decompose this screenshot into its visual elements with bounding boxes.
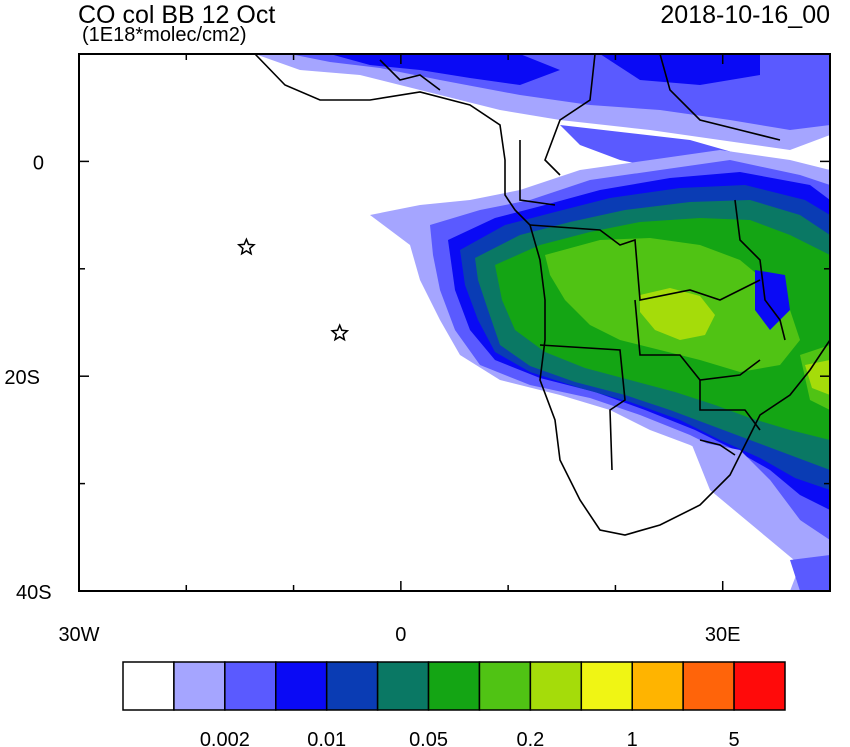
x-tick-label: 30E — [705, 624, 741, 646]
colorbar-swatch — [427, 661, 481, 711]
border-line-9 — [699, 439, 736, 456]
colorbar-label: 0.01 — [307, 729, 346, 747]
colorbar-label: 0.05 — [409, 729, 448, 747]
co-plume-yellowgreen — [640, 288, 715, 340]
co-tail-light — [690, 440, 830, 591]
colorbar-swatch — [224, 661, 277, 711]
co-column-field — [254, 54, 830, 591]
colorbar-label: 0.2 — [516, 729, 544, 747]
co-band-north-blue — [330, 54, 560, 85]
co-tail-mid — [790, 555, 830, 591]
colorbar-swatch — [325, 661, 379, 711]
colorbar-swatch — [580, 661, 633, 711]
station-markers — [236, 237, 350, 342]
station-star-icon — [236, 237, 256, 256]
africa-west-coast — [254, 54, 830, 536]
y-tick-label: 40S — [16, 582, 52, 604]
border-line-7 — [519, 140, 556, 206]
border-line-6 — [659, 54, 781, 141]
y-tick-label: 0 — [33, 152, 44, 174]
map-frame — [78, 53, 831, 592]
tick-labels: 0 20S 40S 30W 0 30E — [4, 152, 740, 646]
x-tick-label: 30W — [58, 624, 99, 646]
station-star-icon — [330, 323, 350, 342]
colorbar-swatch — [631, 661, 684, 711]
co-band-north-blue-2 — [600, 54, 760, 85]
y-tick-label: 20S — [4, 367, 40, 389]
map-title: CO col BB 12 Oct — [78, 1, 276, 29]
colorbar-swatch — [122, 661, 175, 711]
colorbar-swatch — [376, 661, 430, 711]
border-line-10 — [379, 59, 441, 91]
colorbar-swatch — [478, 661, 532, 711]
colorbar-swatch — [733, 661, 786, 711]
colorbar-label: 0.002 — [200, 729, 250, 747]
coastlines — [254, 54, 830, 536]
units-label: (1E18*molec/cm2) — [82, 24, 247, 46]
colorbar-label: 1 — [627, 729, 638, 747]
colorbar-swatch — [173, 661, 226, 711]
border-line-3 — [634, 299, 761, 381]
datetime-label: 2018-10-16_00 — [660, 1, 830, 29]
colorbar-label: 5 — [729, 729, 740, 747]
border-line-5 — [544, 54, 596, 176]
border-line-4 — [699, 380, 761, 431]
colorbar-swatch — [275, 661, 328, 711]
colorbar: 0.002 0.01 0.05 0.2 1 5 — [122, 661, 786, 747]
border-line-8 — [734, 199, 786, 341]
colorbar-swatch — [682, 661, 735, 711]
x-tick-label: 0 — [395, 624, 406, 646]
border-line-1 — [529, 224, 761, 301]
colorbar-swatch — [529, 661, 583, 711]
frame-ticks — [78, 53, 831, 592]
border-line-2 — [539, 344, 626, 471]
